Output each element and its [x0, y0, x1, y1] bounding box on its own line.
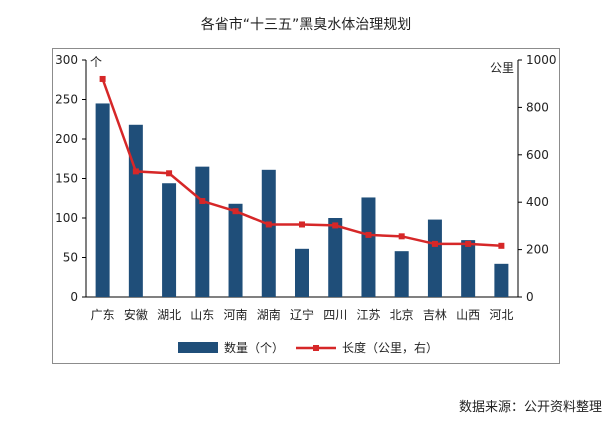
y-left-tick-label: 200 [55, 132, 78, 146]
bar [128, 124, 143, 297]
bar [394, 251, 409, 297]
labels: 0 50 100 150 200 250 300 0 200 400 600 800 1000 个 公里广东… [55, 53, 556, 322]
x-tick-label: 四川 [323, 308, 347, 322]
x-tick-label: 吉林 [423, 308, 447, 322]
chart-frame [52, 48, 560, 364]
legend: 数量（个） 长度（公里，右） [178, 340, 438, 355]
y-right-tick-label: 200 [526, 243, 549, 257]
line-point [232, 208, 239, 215]
line-point [365, 231, 372, 238]
y-left-tick-label: 50 [63, 251, 78, 265]
bar [328, 218, 343, 297]
y-left-tick-label: 300 [55, 53, 78, 67]
x-tick-label: 江苏 [356, 308, 380, 322]
line-point [299, 221, 305, 228]
bar [461, 240, 476, 297]
bar [162, 183, 177, 297]
line-point [99, 75, 106, 82]
x-tick-label: 北京 [390, 308, 414, 322]
bar [261, 169, 276, 297]
y-left-unit: 个 [90, 55, 102, 69]
y-right-unit: 公里 [490, 61, 514, 75]
y-left-tick-label: 250 [55, 93, 78, 107]
x-tick-label: 辽宁 [290, 307, 314, 322]
y-right-tick-label: 400 [526, 195, 549, 209]
bar [295, 248, 309, 297]
x-tick-label: 河南 [224, 307, 248, 322]
x-tick-label: 山西 [456, 308, 480, 322]
legend-bar-label: 数量（个） [224, 340, 284, 355]
x-tick-label: 广东 [91, 308, 115, 322]
y-right-tick-label: 800 [526, 100, 549, 114]
bar [494, 263, 509, 297]
y-right-tick-label: 600 [526, 148, 549, 162]
bar [361, 197, 376, 297]
source-note: 数据来源：公开资料整理 [458, 400, 602, 415]
x-tick-label: 安徽 [124, 307, 148, 322]
line-point [199, 198, 206, 205]
line-point [132, 168, 139, 175]
line-point [431, 240, 438, 247]
legend-bar-swatch [178, 342, 218, 353]
chart-title: 各省市“十三五”黑臭水体治理规划 [200, 17, 412, 33]
legend-line-marker [313, 345, 319, 351]
y-left-tick-label: 100 [55, 211, 78, 225]
bar [427, 219, 442, 297]
y-left-tick-label: 150 [55, 172, 78, 186]
line-point [498, 242, 505, 249]
bar [195, 166, 210, 297]
y-right-tick-label: 1000 [526, 53, 557, 67]
y-left-tick-label: 0 [70, 290, 78, 304]
bar [228, 203, 243, 297]
bar [95, 103, 110, 297]
x-tick-label: 河北 [489, 308, 513, 322]
line-point [465, 240, 472, 247]
bars [95, 103, 509, 297]
y-right-tick-label: 0 [526, 290, 534, 304]
line-point [398, 233, 405, 240]
x-tick-label: 湖南 [257, 307, 281, 322]
line-point [166, 170, 173, 177]
x-tick-label: 湖北 [157, 307, 181, 322]
legend-line-label: 长度（公里，右） [342, 340, 438, 355]
line-point [265, 221, 272, 228]
line-point [332, 222, 339, 229]
line-series [99, 75, 505, 249]
x-tick-label: 山东 [190, 308, 214, 322]
